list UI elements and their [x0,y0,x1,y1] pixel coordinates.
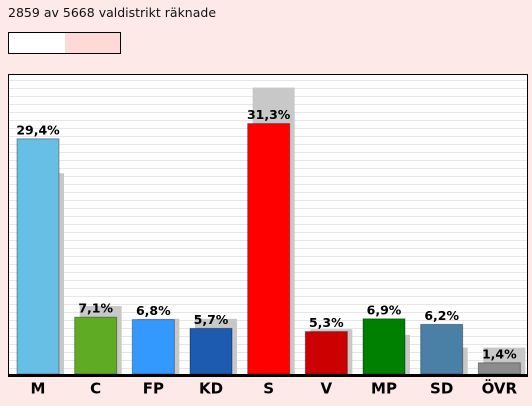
category-label: KD [199,380,223,398]
bar [247,123,291,375]
value-label: 7,1% [78,301,113,316]
counted: 2859 [8,5,40,20]
value-label: 5,3% [309,315,344,330]
progress-fill [9,33,65,53]
value-label: 6,8% [136,303,171,318]
category-label: M [31,380,46,398]
value-label: 31,3% [247,107,291,122]
of: av [43,5,59,20]
bar [131,319,175,375]
bar [362,318,406,375]
bar [304,331,348,375]
value-label: 6,9% [367,302,402,317]
category-label: SD [430,380,453,398]
category-label: FP [143,380,164,398]
bar [189,327,233,375]
baseline [8,374,528,377]
bar [74,316,118,375]
value-label: 1,4% [482,346,517,361]
unit: valdistrikt räknade [98,5,217,20]
category-label: V [321,380,333,398]
category-label: S [263,380,274,398]
status-text: 2859 av 5668 valdistrikt räknade [8,5,220,20]
total: 5668 [62,5,95,20]
bar [16,138,60,375]
value-label: 29,4% [16,122,60,137]
value-label: 6,2% [424,308,459,323]
category-label: ÖVR [482,379,518,398]
category-label: C [90,380,101,398]
bar [420,323,464,375]
progress-bar [8,32,121,54]
value-label: 5,7% [194,312,229,327]
bar [477,362,521,375]
category-label: MP [371,380,397,398]
